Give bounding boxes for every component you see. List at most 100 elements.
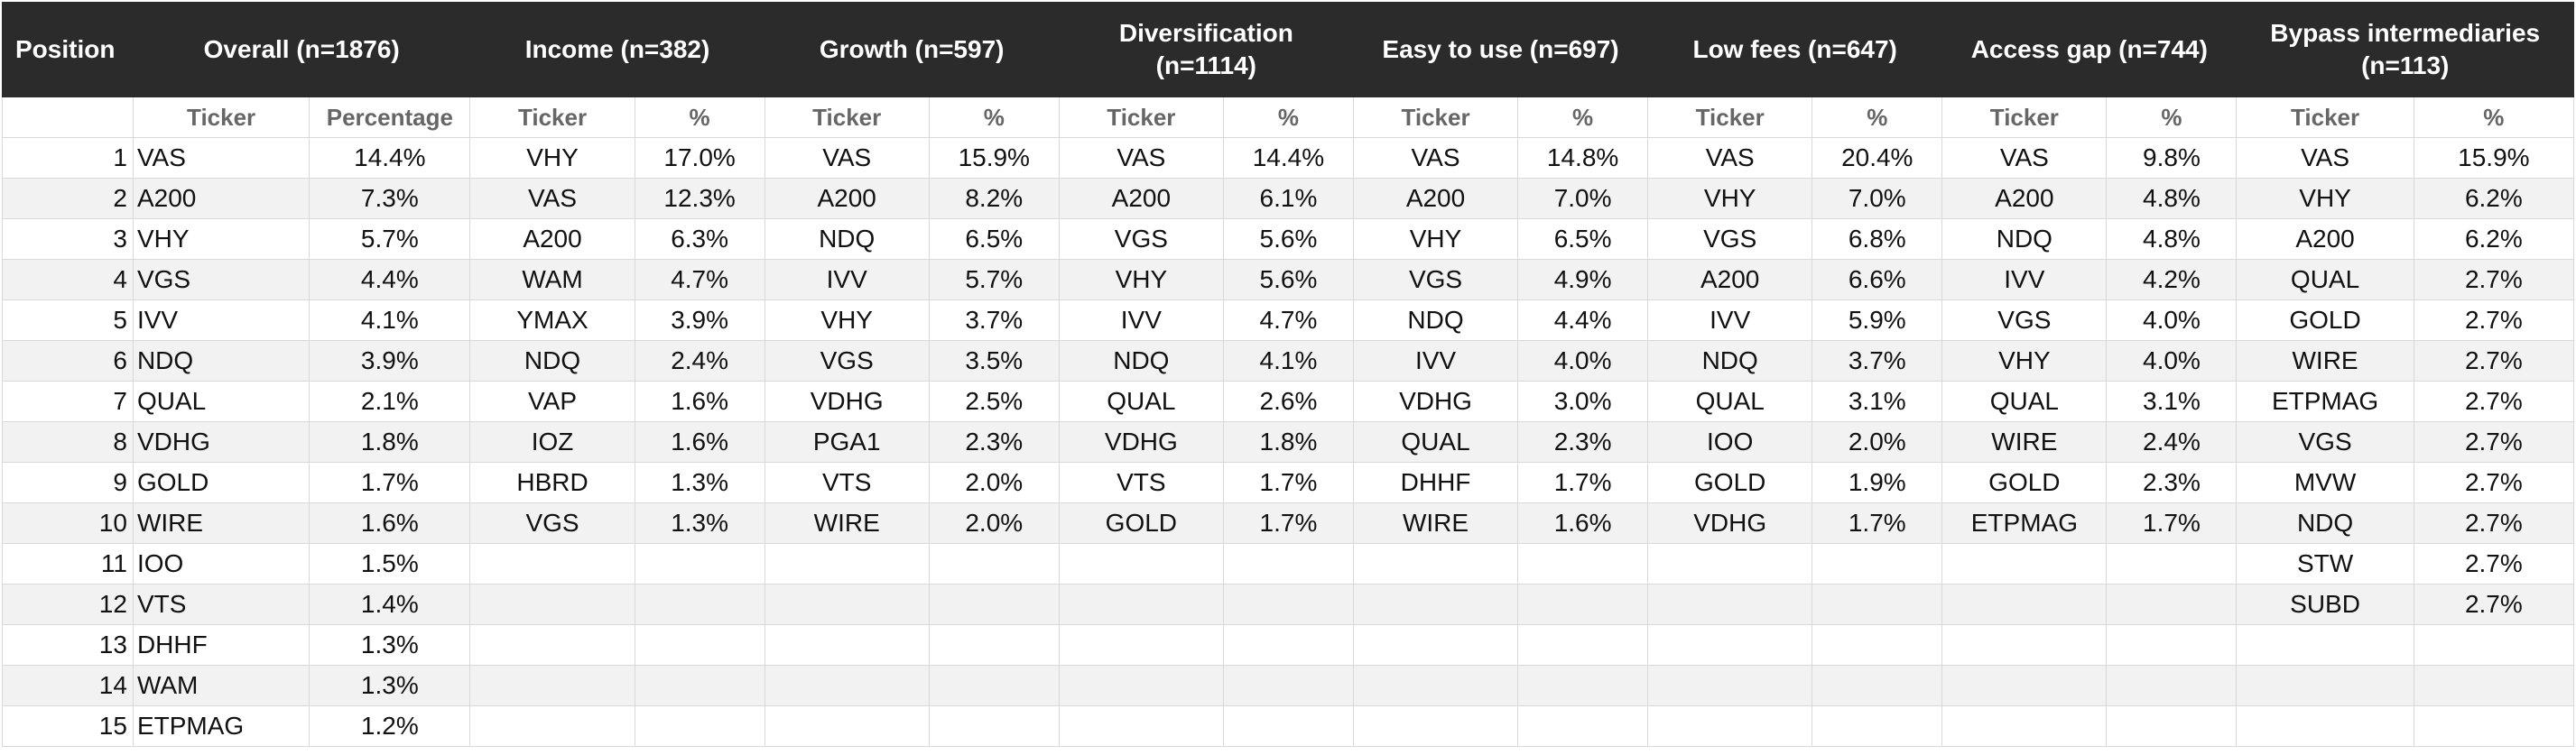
table-row: 14 WAM 1.3% — [2, 665, 2575, 706]
percent-cell: 6.5% — [1517, 218, 1649, 260]
percent-cell — [634, 543, 765, 585]
ticker-cell: VAS — [1647, 137, 1813, 179]
percent-cell: 15.9% — [2413, 137, 2575, 179]
percent-cell: 1.6% — [309, 502, 471, 544]
table-row: 7 QUAL 2.1% VAP 1.6% VDHG 2.5% QUAL 2.6% VDHG 3.0%… — [2, 381, 2575, 422]
ticker-cell: WIRE — [132, 502, 310, 544]
percent-cell: 14.4% — [309, 137, 471, 179]
subheader-percent: % — [2413, 97, 2575, 138]
position-cell: 5 — [2, 299, 134, 341]
percent-cell: 9.8% — [2106, 137, 2238, 179]
percent-cell: 4.7% — [634, 259, 765, 300]
percent-cell: 1.7% — [1222, 502, 1354, 544]
ticker-cell: VGS — [1941, 299, 2108, 341]
percent-cell: 4.4% — [1517, 299, 1649, 341]
group-header-income: Income (n=382) — [469, 2, 765, 97]
percent-cell: 6.8% — [1812, 218, 1943, 260]
percent-cell: 4.1% — [1222, 340, 1354, 382]
table-body: 1 VAS 14.4% VHY 17.0% VAS 15.9% VAS 14.4% VAS 14.8… — [2, 137, 2575, 747]
percent-cell — [1812, 665, 1943, 706]
ticker-cell: VAS — [2236, 137, 2414, 179]
percent-cell: 2.7% — [2413, 543, 2575, 585]
ticker-cell: VDHG — [1352, 381, 1519, 422]
ticker-cell: A200 — [1941, 178, 2108, 219]
ticker-cell: VGS — [2236, 421, 2414, 463]
percent-cell: 2.7% — [2413, 584, 2575, 625]
table-row: 5 IVV 4.1% YMAX 3.9% VHY 3.7% IVV 4.7% NDQ 4.4% IVV… — [2, 299, 2575, 341]
ticker-cell: VAP — [469, 381, 635, 422]
percent-cell: 4.0% — [1517, 340, 1649, 382]
percent-cell: 1.6% — [634, 381, 765, 422]
ticker-cell: VDHG — [1058, 421, 1224, 463]
group-header-easy-to-use: Easy to use (n=697) — [1352, 2, 1649, 97]
percent-cell — [1812, 584, 1943, 625]
percent-cell — [928, 584, 1060, 625]
ticker-cell — [1647, 665, 1813, 706]
ticker-cell: VDHG — [132, 421, 310, 463]
ticker-cell — [2236, 705, 2414, 747]
ticker-cell: GOLD — [132, 462, 310, 503]
table-row: 4 VGS 4.4% WAM 4.7% IVV 5.7% VHY 5.6% VGS 4.9% A200… — [2, 259, 2575, 300]
percent-cell: 2.7% — [2413, 259, 2575, 300]
subheader-percent: % — [634, 97, 765, 138]
percent-cell: 4.7% — [1222, 299, 1354, 341]
ticker-cell: VGS — [469, 502, 635, 544]
ticker-cell: HBRD — [469, 462, 635, 503]
percent-cell — [928, 543, 1060, 585]
subheader-percent: % — [928, 97, 1060, 138]
ticker-cell: VAS — [469, 178, 635, 219]
percent-cell: 6.6% — [1812, 259, 1943, 300]
ticker-cell: A200 — [1058, 178, 1224, 219]
position-cell: 10 — [2, 502, 134, 544]
ticker-cell: NDQ — [469, 340, 635, 382]
percent-cell — [1517, 584, 1649, 625]
percent-cell: 2.7% — [2413, 340, 2575, 382]
percent-cell: 6.2% — [2413, 218, 2575, 260]
percent-cell — [928, 665, 1060, 706]
percent-cell — [1517, 665, 1649, 706]
percent-cell: 2.7% — [2413, 421, 2575, 463]
percent-cell: 3.1% — [2106, 381, 2238, 422]
ticker-cell: VHY — [2236, 178, 2414, 219]
header-row-subheaders: Ticker Percentage Ticker % Ticker % Tick… — [2, 97, 2575, 138]
percent-cell: 3.7% — [928, 299, 1060, 341]
table-row: 12 VTS 1.4% SUBD 2.7% — [2, 584, 2575, 625]
percent-cell — [1222, 665, 1354, 706]
table-row: 10 WIRE 1.6% VGS 1.3% WIRE 2.0% GOLD 1.7% WIRE 1.6… — [2, 502, 2575, 544]
ticker-cell: VTS — [132, 584, 310, 625]
ticker-cell — [1941, 705, 2108, 747]
ticker-cell: VGS — [1647, 218, 1813, 260]
ticker-cell: NDQ — [1941, 218, 2108, 260]
ticker-cell: QUAL — [132, 381, 310, 422]
ticker-cell — [1352, 584, 1519, 625]
ticker-cell: A200 — [764, 178, 930, 219]
ticker-cell — [1352, 705, 1519, 747]
percent-cell — [1222, 624, 1354, 666]
subheader-percent: % — [1812, 97, 1943, 138]
position-cell: 9 — [2, 462, 134, 503]
percent-cell: 1.2% — [309, 705, 471, 747]
ticker-cell: NDQ — [764, 218, 930, 260]
ticker-cell: VAS — [764, 137, 930, 179]
subheader-ticker: Ticker — [1058, 97, 1224, 138]
percent-cell: 1.3% — [634, 462, 765, 503]
ticker-cell: WIRE — [764, 502, 930, 544]
ticker-cell — [2236, 665, 2414, 706]
percent-cell: 1.3% — [309, 665, 471, 706]
ticker-cell — [1058, 584, 1224, 625]
percent-cell — [1517, 705, 1649, 747]
percent-cell: 3.7% — [1812, 340, 1943, 382]
ticker-cell: QUAL — [1058, 381, 1224, 422]
percent-cell: 1.7% — [1812, 502, 1943, 544]
ticker-cell: VGS — [1058, 218, 1224, 260]
ticker-cell — [469, 584, 635, 625]
percent-cell: 2.4% — [2106, 421, 2238, 463]
percent-cell: 1.3% — [309, 624, 471, 666]
position-cell: 1 — [2, 137, 134, 179]
ticker-cell: DHHF — [132, 624, 310, 666]
ticker-cell: GOLD — [1647, 462, 1813, 503]
percent-cell — [1812, 543, 1943, 585]
position-header: Position — [2, 2, 134, 97]
percent-cell — [1812, 705, 1943, 747]
